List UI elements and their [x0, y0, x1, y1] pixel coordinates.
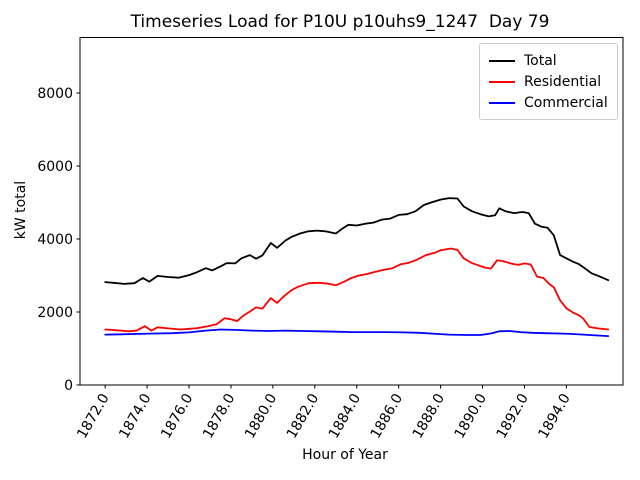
- legend-label: Commercial: [524, 94, 608, 111]
- series-line-commercial: [104, 328, 610, 338]
- chart-title: Timeseries Load for P10U p10uhs9_1247 Da…: [130, 12, 550, 32]
- x-tick-label: 1894.0: [536, 391, 574, 441]
- x-tick-label: 1884.0: [326, 391, 364, 441]
- legend-entry-commercial: Commercial: [489, 92, 608, 113]
- y-tick-label: 4000: [37, 232, 73, 248]
- legend-box: Total Residential Commercial: [479, 43, 618, 120]
- y-tick-label: 0: [64, 378, 73, 394]
- legend-label: Residential: [524, 73, 602, 90]
- x-tick-label: 1874.0: [116, 391, 154, 441]
- x-tick-label: 1888.0: [410, 391, 448, 441]
- x-tick-label: 1872.0: [74, 391, 112, 441]
- legend-line-swatch-total: [489, 59, 515, 62]
- legend-line-swatch-commercial: [489, 101, 515, 104]
- y-tick-label: 6000: [37, 159, 73, 175]
- y-axis-label: kW total: [13, 180, 29, 240]
- legend-entry-total: Total: [489, 50, 608, 71]
- y-tick-label: 8000: [37, 86, 73, 102]
- y-tick-label: 2000: [37, 305, 73, 321]
- series-line-residential: [104, 247, 610, 333]
- x-tick-label: 1882.0: [284, 391, 322, 441]
- legend-line-swatch-residential: [489, 80, 515, 83]
- x-tick-label: 1880.0: [242, 391, 280, 441]
- x-tick-label: 1876.0: [158, 391, 196, 441]
- x-tick-label: 1890.0: [452, 391, 490, 441]
- legend-entry-residential: Residential: [489, 71, 608, 92]
- legend-label: Total: [524, 52, 557, 69]
- x-tick-label: 1892.0: [494, 391, 532, 441]
- x-tick-label: 1886.0: [368, 391, 406, 441]
- plot-frame: [79, 37, 624, 386]
- x-axis-label: Hour of Year: [302, 447, 388, 463]
- series-line-total: [104, 197, 610, 285]
- x-tick-label: 1878.0: [200, 391, 238, 441]
